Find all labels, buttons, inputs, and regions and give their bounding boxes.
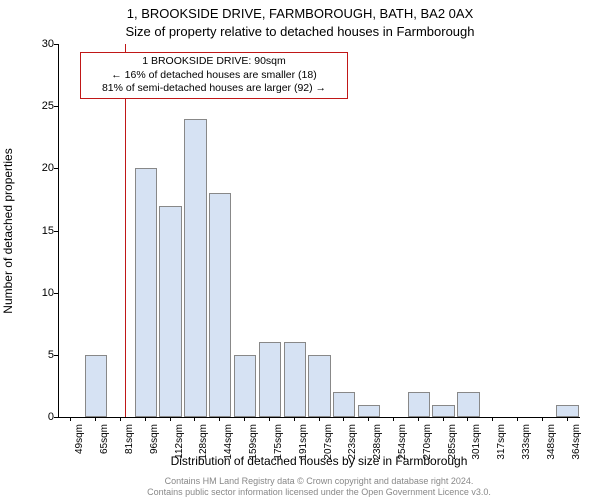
histogram-bar [159, 206, 181, 417]
chart-title-sub: Size of property relative to detached ho… [0, 24, 600, 39]
x-tick-mark [443, 417, 444, 421]
histogram-chart: 1, BROOKSIDE DRIVE, FARMBOROUGH, BATH, B… [0, 0, 600, 500]
x-tick-mark [368, 417, 369, 421]
x-tick-mark [418, 417, 419, 421]
histogram-bar [284, 342, 306, 417]
annotation-line2: ← 16% of detached houses are smaller (18… [87, 69, 341, 83]
y-tick-label: 20 [24, 162, 54, 174]
y-tick-mark [54, 293, 58, 294]
x-tick-mark [244, 417, 245, 421]
x-tick-mark [319, 417, 320, 421]
chart-title-main: 1, BROOKSIDE DRIVE, FARMBOROUGH, BATH, B… [0, 6, 600, 21]
x-tick-mark [219, 417, 220, 421]
y-tick-label: 10 [24, 287, 54, 299]
x-tick-mark [95, 417, 96, 421]
x-tick-mark [393, 417, 394, 421]
x-tick-mark [517, 417, 518, 421]
x-tick-mark [467, 417, 468, 421]
histogram-bar [184, 119, 206, 417]
histogram-bar [308, 355, 330, 417]
x-tick-mark [492, 417, 493, 421]
y-tick-mark [54, 231, 58, 232]
x-tick-mark [294, 417, 295, 421]
y-tick-label: 25 [24, 100, 54, 112]
annotation-box: 1 BROOKSIDE DRIVE: 90sqm ← 16% of detach… [80, 52, 348, 99]
marker-line [125, 44, 126, 417]
annotation-line3: 81% of semi-detached houses are larger (… [87, 82, 341, 96]
histogram-bar [234, 355, 256, 417]
histogram-bar [358, 405, 380, 417]
histogram-bar [135, 168, 157, 417]
y-tick-mark [54, 106, 58, 107]
x-tick-mark [145, 417, 146, 421]
histogram-bar [457, 392, 479, 417]
footer-line1: Contains HM Land Registry data © Crown c… [58, 476, 580, 487]
x-tick-mark [269, 417, 270, 421]
histogram-bar [556, 405, 578, 417]
footer-attribution: Contains HM Land Registry data © Crown c… [58, 476, 580, 499]
histogram-bar [259, 342, 281, 417]
histogram-bar [333, 392, 355, 417]
histogram-bar [432, 405, 454, 417]
x-tick-mark [70, 417, 71, 421]
x-tick-mark [567, 417, 568, 421]
y-tick-label: 15 [24, 225, 54, 237]
y-tick-mark [54, 355, 58, 356]
y-tick-label: 30 [24, 38, 54, 50]
x-axis-label: Distribution of detached houses by size … [58, 454, 580, 468]
x-tick-mark [170, 417, 171, 421]
footer-line2: Contains public sector information licen… [58, 487, 580, 498]
x-tick-mark [343, 417, 344, 421]
histogram-bar [209, 193, 231, 417]
histogram-bar [85, 355, 107, 417]
x-tick-mark [194, 417, 195, 421]
x-tick-mark [120, 417, 121, 421]
y-tick-mark [54, 417, 58, 418]
histogram-bar [408, 392, 430, 417]
y-tick-mark [54, 44, 58, 45]
plot-area [58, 44, 580, 418]
y-tick-label: 0 [24, 411, 54, 423]
x-tick-mark [542, 417, 543, 421]
y-tick-label: 5 [24, 349, 54, 361]
y-tick-mark [54, 168, 58, 169]
annotation-line1: 1 BROOKSIDE DRIVE: 90sqm [87, 55, 341, 69]
y-axis-label: Number of detached properties [1, 148, 15, 313]
